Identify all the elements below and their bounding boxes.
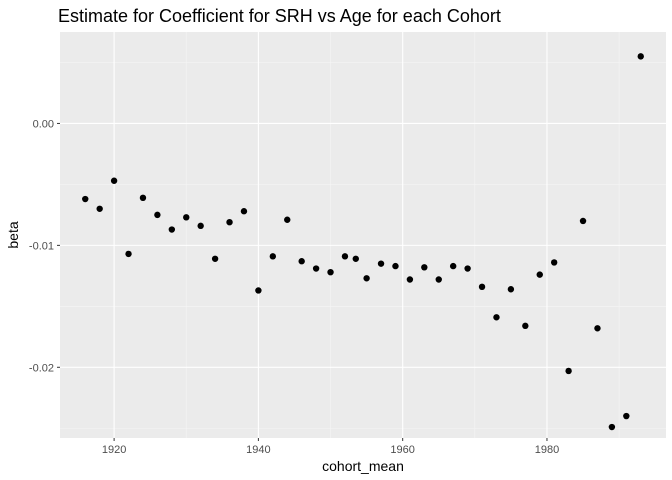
data-point (211, 255, 219, 262)
data-point (449, 262, 457, 270)
data-point (96, 205, 103, 212)
plot-panel (60, 32, 666, 438)
data-points (82, 53, 644, 431)
data-point (312, 265, 320, 272)
y-axis-ticks: 0.00 -0.01 -0.02 (29, 118, 60, 374)
y-tick-label: -0.02 (29, 362, 54, 374)
data-point (392, 262, 399, 270)
chart-title: Estimate for Coefficient for SRH vs Age … (58, 6, 501, 26)
data-point (565, 367, 572, 375)
data-point (536, 271, 543, 278)
x-tick-label: 1980 (535, 444, 559, 456)
data-point (637, 53, 644, 60)
data-point (327, 268, 334, 276)
data-point (377, 260, 385, 267)
data-point (298, 258, 305, 265)
data-point (507, 286, 515, 293)
data-point (255, 287, 262, 294)
data-point (82, 195, 89, 203)
data-point (421, 264, 428, 271)
data-point (464, 265, 471, 272)
minor-gridlines (60, 32, 666, 438)
data-point (183, 214, 190, 221)
data-point (197, 222, 204, 230)
data-point (226, 218, 233, 226)
data-point (623, 412, 630, 420)
data-point (363, 275, 370, 282)
x-tick-label: 1960 (390, 444, 414, 456)
y-tick-label: 0.00 (33, 118, 54, 130)
data-point (125, 250, 132, 258)
data-point (352, 255, 359, 262)
data-point (284, 216, 291, 223)
data-point (522, 322, 529, 330)
data-point (240, 208, 248, 215)
data-point (608, 423, 616, 431)
data-point (269, 253, 277, 260)
data-point (406, 276, 414, 283)
data-point (154, 211, 161, 219)
data-point (110, 177, 118, 184)
x-tick-label: 1920 (102, 444, 126, 456)
data-point (478, 283, 486, 291)
x-axis-title: cohort_mean (322, 458, 404, 474)
data-point (594, 325, 601, 332)
data-point (579, 217, 587, 225)
data-point (168, 226, 176, 233)
data-point (550, 259, 558, 266)
x-axis-ticks: 1920 1940 1960 1980 (102, 438, 559, 456)
data-point (341, 253, 349, 260)
x-tick-label: 1940 (246, 444, 270, 456)
data-point (493, 314, 500, 321)
major-gridlines (60, 32, 666, 438)
y-tick-label: -0.01 (29, 240, 54, 252)
y-axis-title: beta (5, 221, 21, 248)
data-point (435, 276, 442, 283)
data-point (139, 194, 147, 202)
